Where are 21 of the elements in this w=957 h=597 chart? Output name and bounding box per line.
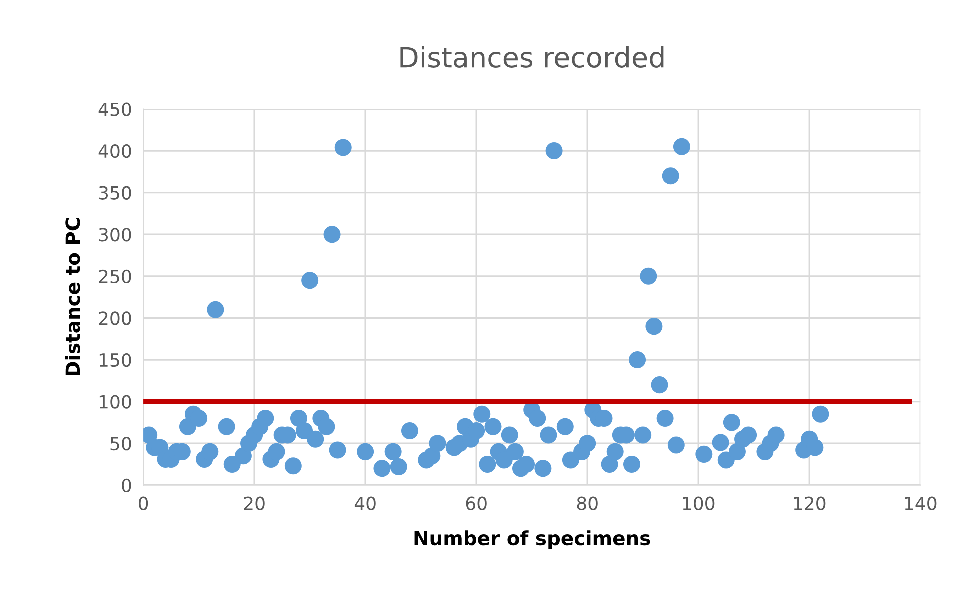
- x-tick-label: 20: [244, 496, 265, 510]
- y-tick-label: 100: [100, 395, 132, 409]
- x-axis-title: Number of specimens: [414, 530, 650, 550]
- y-tick-label: 350: [99, 186, 132, 200]
- y-tick-label: 50: [110, 437, 132, 451]
- chart-title: Distances recorded: [400, 46, 664, 68]
- x-tick-label: 140: [905, 496, 937, 510]
- y-tick-label: 0: [122, 478, 132, 492]
- x-tick-label: 0: [138, 496, 148, 510]
- y-tick-label: 400: [98, 144, 132, 158]
- y-axis-title: Distance to PC: [65, 218, 80, 376]
- y-tick-label: 200: [99, 312, 132, 326]
- x-tick-label: 60: [466, 496, 487, 510]
- x-tick-label: 80: [577, 496, 598, 510]
- x-tick-label: 100: [683, 496, 715, 510]
- y-tick-label: 450: [98, 102, 132, 116]
- y-tick-label: 250: [99, 270, 132, 284]
- x-tick-label: 120: [794, 496, 826, 510]
- y-tick-label: 300: [99, 228, 132, 242]
- x-tick-label: 40: [354, 496, 376, 510]
- y-tick-label: 150: [100, 353, 132, 368]
